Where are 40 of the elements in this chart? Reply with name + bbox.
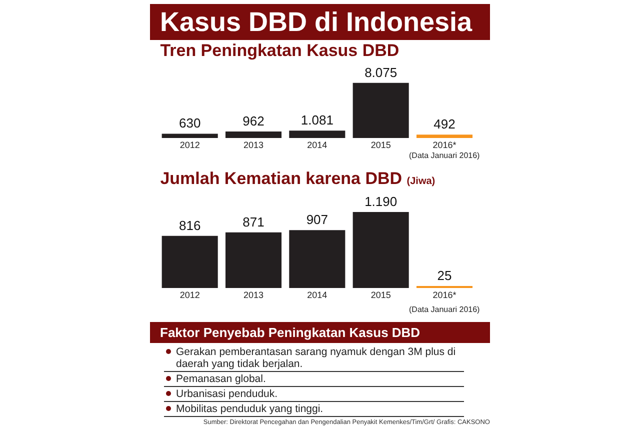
bar (416, 134, 473, 138)
text: Pemanasan global. (164, 372, 464, 387)
x-tick-label: 2015 (370, 290, 391, 300)
text: Urbanisasi penduduk. (164, 387, 464, 402)
bar (352, 82, 409, 138)
x-tick-label: 2016* (432, 140, 457, 150)
text: Gerakan pemberantasan sarang nyamuk dengan 3M plus di daerah yang tidak berjalan. (164, 345, 464, 372)
data-label: 907 (306, 212, 328, 228)
data-label: 25 (437, 268, 452, 283)
data-label: 630 (178, 116, 201, 131)
chart-title: Jumlah Kematian karena DBD (160, 168, 402, 188)
x-tick-label: 2012 (180, 290, 200, 300)
bar (162, 236, 218, 288)
x-tick-label: 2013 (243, 140, 264, 150)
chart-subtitle: Tren Peningkatan Kasus DBD (160, 40, 400, 60)
text: (Data Januari 2016) (409, 151, 480, 160)
bar (225, 232, 282, 288)
x-tick-label: 2014 (307, 290, 328, 300)
x-tick-label: 2012 (180, 140, 200, 150)
text: (Data Januari 2016) (409, 305, 480, 314)
bar (289, 230, 346, 288)
data-label: 816 (178, 218, 201, 233)
bar (162, 134, 218, 138)
text: Mobilitas penduduk yang tinggi. (164, 402, 464, 417)
text: Faktor Penyebab Peningkatan Kasus DBD (150, 322, 490, 343)
data-label: 8.075 (364, 64, 398, 80)
bar (289, 130, 346, 138)
x-tick-label: 2013 (243, 290, 264, 300)
x-tick-label: 2014 (307, 140, 328, 150)
y-axis-title: (Jiwa) (406, 176, 436, 187)
bar (352, 212, 409, 288)
data-label: 492 (434, 116, 456, 132)
chart-title: Kasus DBD di Indonesia (150, 4, 490, 40)
data-label: 1.190 (364, 194, 398, 209)
bar (225, 131, 282, 138)
x-tick-label: 2015 (370, 140, 391, 150)
x-tick-label: 2016* (432, 290, 457, 300)
data-label: 1.081 (300, 112, 334, 128)
data-label: 871 (242, 214, 264, 230)
data-label: 962 (242, 113, 264, 128)
